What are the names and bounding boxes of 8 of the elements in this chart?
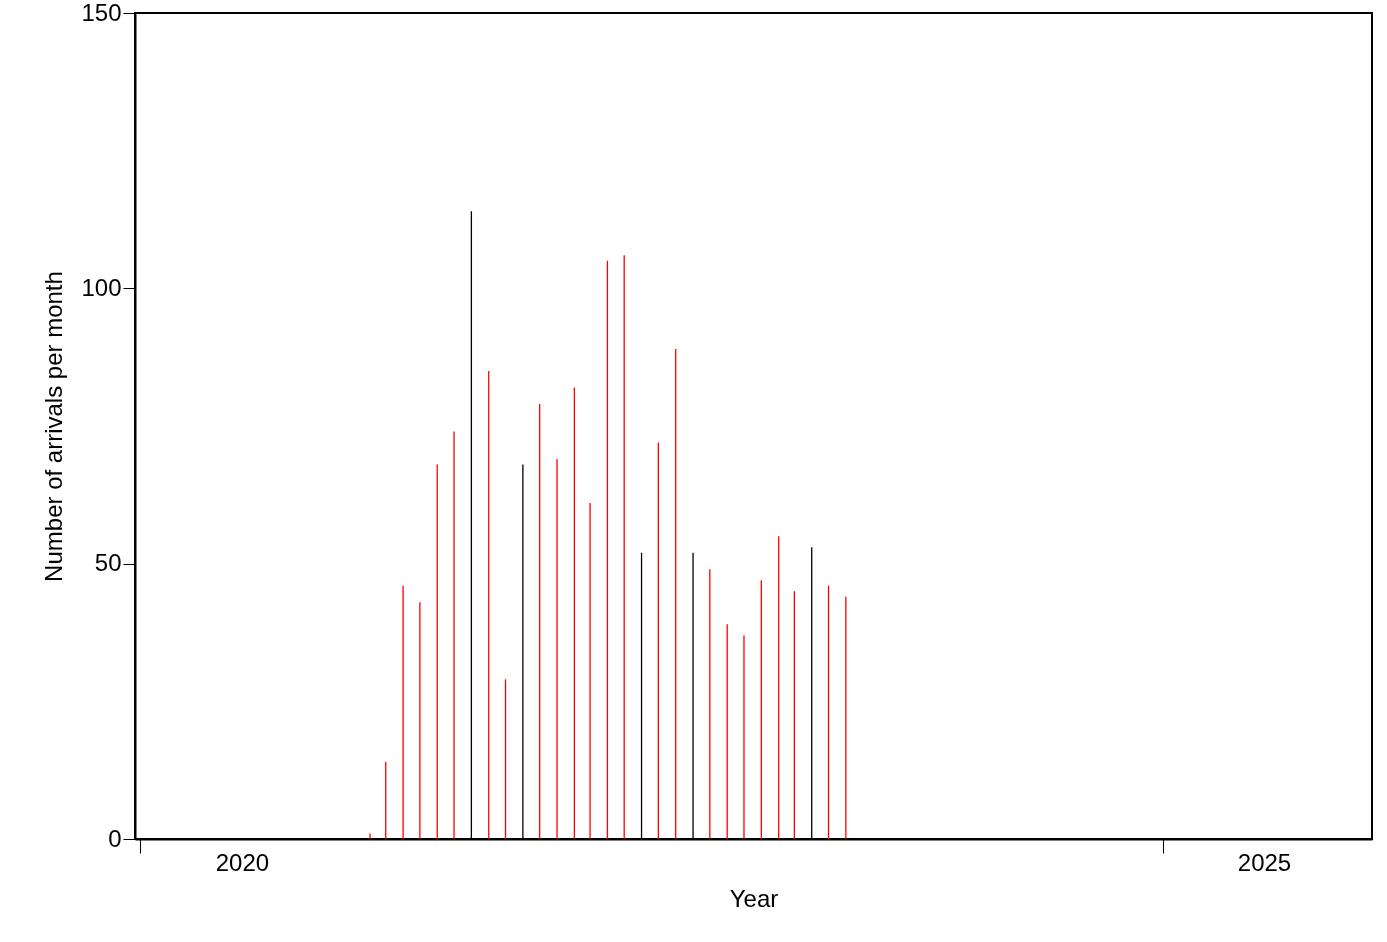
y-axis-title: Number of arrivals per month bbox=[40, 271, 68, 582]
y-tick-label: 0 bbox=[108, 824, 122, 852]
x-tick-label: 2020 bbox=[215, 848, 270, 876]
x-tick-label: 2025 bbox=[1237, 848, 1292, 876]
x-axis-title: Year bbox=[729, 884, 779, 912]
y-tick-label: 50 bbox=[94, 549, 122, 577]
y-tick-label: 150 bbox=[81, 0, 122, 26]
y-tick-label: 100 bbox=[81, 273, 122, 301]
